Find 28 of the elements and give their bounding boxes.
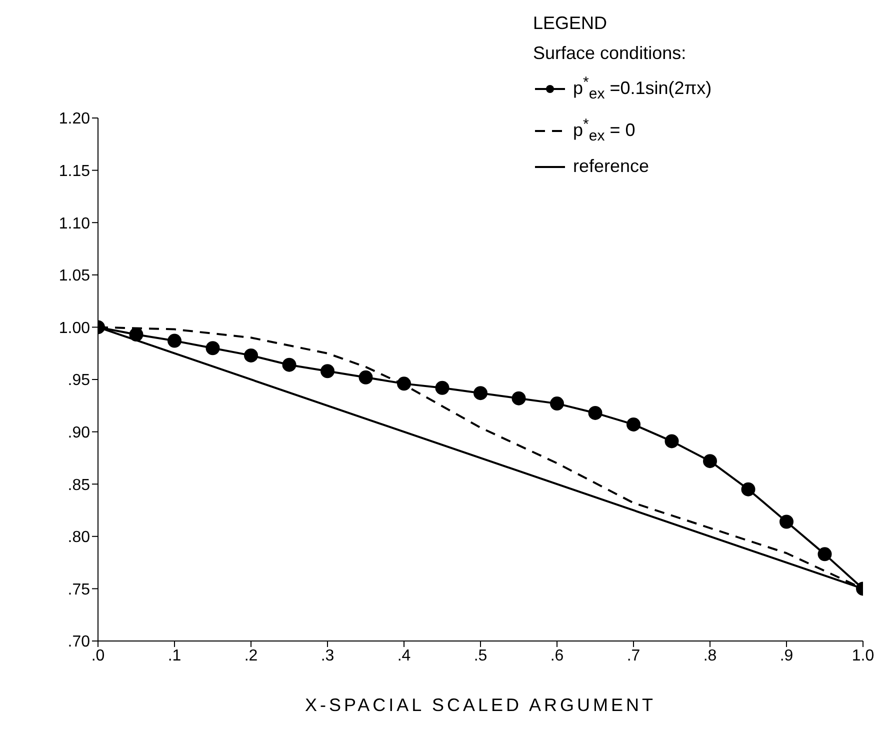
y-tick-label: 1.05 bbox=[58, 268, 90, 285]
x-tick-label: .3 bbox=[320, 647, 334, 664]
y-tick-label: .95 bbox=[68, 372, 90, 390]
y-tick-label: 1.00 bbox=[58, 320, 90, 337]
x-tick-label: .4 bbox=[397, 647, 411, 664]
x-tick-label: .1 bbox=[168, 647, 182, 664]
y-tick-label: .75 bbox=[68, 581, 90, 598]
y-tick-label: .90 bbox=[68, 424, 90, 442]
x-tick-label: .2 bbox=[244, 647, 258, 664]
text: LEGEND bbox=[533, 12, 608, 35]
x-tick-label: 1.0 bbox=[852, 647, 874, 664]
x-tick-label: .6 bbox=[550, 647, 564, 664]
legend-label: p$^{*}$$_{ex}$ = 0 bbox=[573, 116, 636, 144]
x-tick-label: .0 bbox=[91, 647, 105, 664]
y-tick-label: 1.10 bbox=[58, 215, 90, 232]
x-tick-label: .5 bbox=[474, 647, 488, 664]
legend-title: Surface conditions: bbox=[533, 42, 688, 65]
x-axis-title: X-SPACIAL SCALED ARGUMENT bbox=[304, 695, 656, 715]
legend-label: reference bbox=[573, 156, 650, 176]
y-tick-label: .70 bbox=[68, 634, 90, 651]
x-tick-label: .9 bbox=[780, 647, 794, 664]
y-tick-label: 1.15 bbox=[58, 162, 90, 180]
y-tick-label: .85 bbox=[68, 476, 90, 494]
x-tick-label: .7 bbox=[626, 647, 640, 664]
x-tick-label: .8 bbox=[703, 647, 717, 664]
y-tick-label: .80 bbox=[68, 529, 90, 546]
y-tick-label: 1.20 bbox=[58, 110, 90, 128]
legend-label: p$^{*}$$_{ex}$ =0.1sin(2πx) bbox=[573, 74, 712, 103]
